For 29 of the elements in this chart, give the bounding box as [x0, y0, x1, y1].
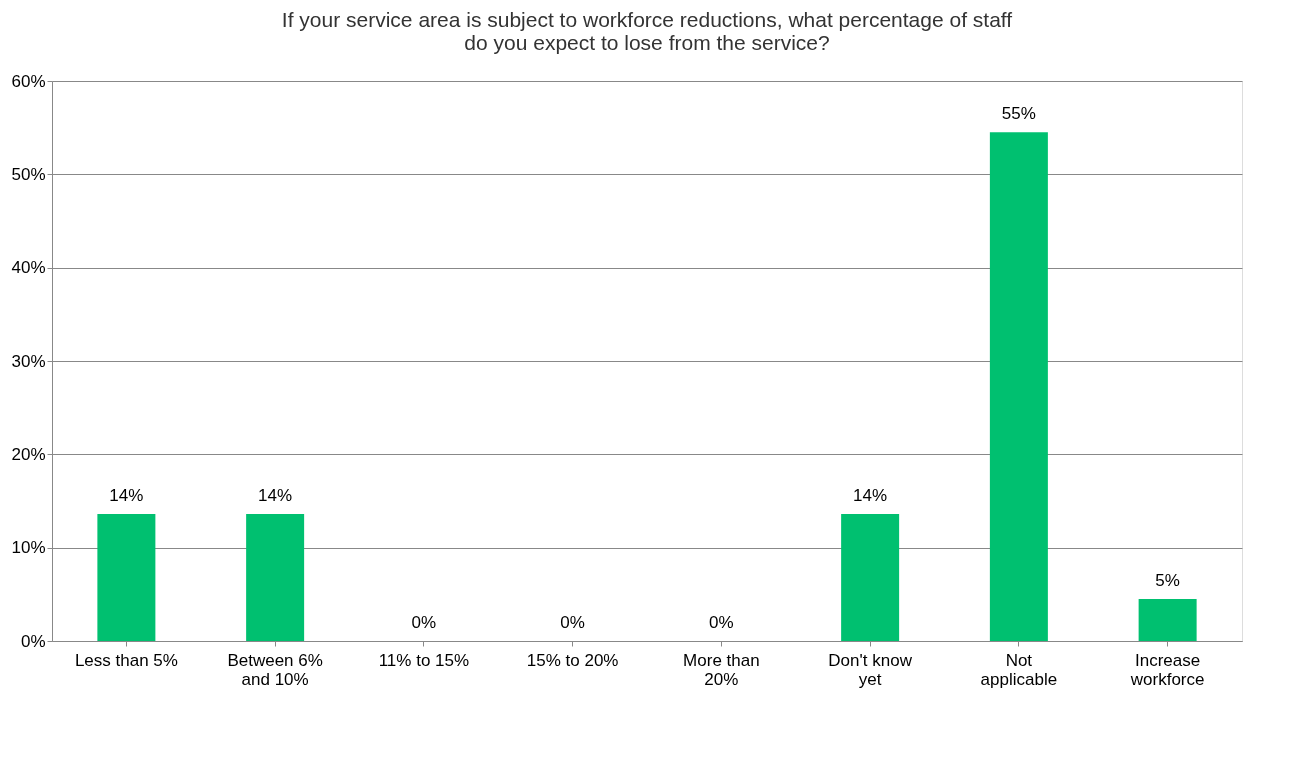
data-label: 14% — [853, 486, 888, 506]
y-tick-label: 50% — [11, 164, 46, 184]
y-tick-label: 30% — [11, 351, 46, 371]
bar — [246, 514, 305, 641]
data-label: 0% — [411, 613, 437, 632]
y-tick-label: 60% — [11, 71, 46, 91]
y-tick-label: 40% — [11, 258, 46, 278]
x-tick-label: Don't know yet — [828, 650, 913, 689]
x-tick-label: 11% to 15% — [378, 650, 470, 670]
data-label: 55% — [1001, 104, 1036, 124]
bar — [1138, 599, 1197, 641]
bar — [989, 132, 1048, 641]
bar — [841, 514, 900, 641]
x-tick-label: 15% to 20% — [526, 650, 619, 670]
x-tick-label: More than 20% — [683, 650, 760, 689]
data-label: 0% — [560, 613, 585, 632]
bar — [97, 514, 156, 641]
data-label: 5% — [1155, 571, 1180, 590]
y-tick-label: 10% — [11, 538, 46, 558]
data-label: 0% — [709, 613, 734, 632]
y-tick-label: 20% — [11, 444, 46, 464]
x-tick-label: Less than 5% — [74, 650, 178, 670]
x-tick-label: Increase workforce — [1129, 650, 1205, 689]
chart-title: If your service area is subject to workforce reductions, what percentage of staff do you expect to lose from the service? — [281, 8, 1013, 54]
data-label: 14% — [109, 486, 144, 506]
x-tick-label: Not applicable — [980, 650, 1058, 689]
y-tick-label: 0% — [20, 631, 46, 651]
x-tick-label: Between 6% and 10% — [227, 650, 323, 689]
data-label: 14% — [258, 486, 293, 506]
